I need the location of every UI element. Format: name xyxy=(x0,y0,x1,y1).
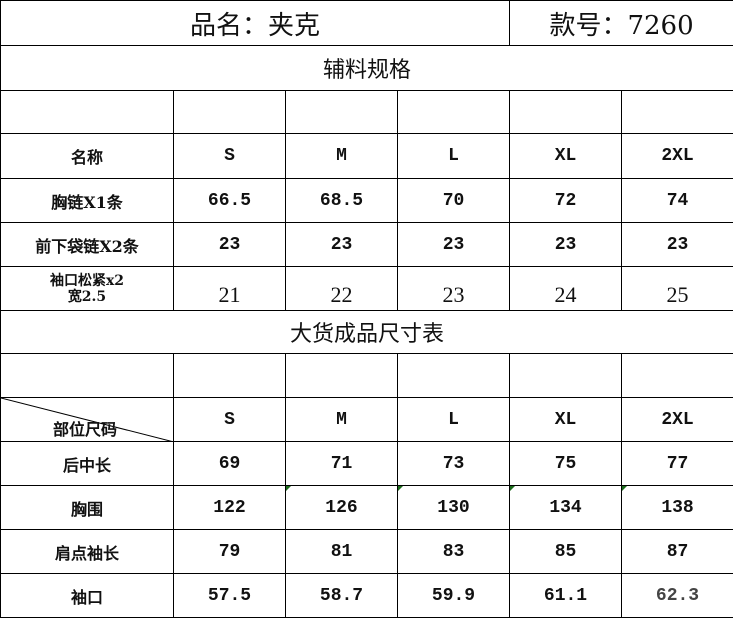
cell-value: 21 xyxy=(174,267,286,311)
cell-value: 73 xyxy=(398,442,510,486)
cell-value: 134 xyxy=(510,486,622,530)
cell-value: 22 xyxy=(286,267,398,311)
cell-value: 68.5 xyxy=(286,179,398,223)
cell-value: 58.7 xyxy=(286,574,398,618)
table-row: 前下袋链X2条 23 23 23 23 23 xyxy=(1,223,733,267)
row-label: 后中长 xyxy=(1,442,174,486)
table-row: 胸围 122 126 130 134 138 xyxy=(1,486,733,530)
empty-cell xyxy=(286,91,398,134)
cell-value: 62.3 xyxy=(622,574,733,618)
cell-value: 126 xyxy=(286,486,398,530)
cell-value: 57.5 xyxy=(174,574,286,618)
measurements-header-row: 部位尺码 S M L XL 2XL xyxy=(1,398,733,442)
cell-value: 23 xyxy=(622,223,733,267)
empty-cell xyxy=(510,91,622,134)
cell-value: 23 xyxy=(398,223,510,267)
cell-value: 87 xyxy=(622,530,733,574)
empty-cell xyxy=(398,91,510,134)
column-header-size: 2XL xyxy=(622,398,733,442)
cell-value: 25 xyxy=(622,267,733,311)
accessories-section-title: 辅料规格 xyxy=(1,46,733,91)
corner-label: 部位尺码 xyxy=(1,416,173,441)
cell-value: 23 xyxy=(510,223,622,267)
cell-value: 59.9 xyxy=(398,574,510,618)
column-header-size: M xyxy=(286,134,398,179)
row-label: 肩点袖长 xyxy=(1,530,174,574)
column-header-size: L xyxy=(398,398,510,442)
table-row: 肩点袖长 79 81 83 85 87 xyxy=(1,530,733,574)
table-row: 后中长 69 71 73 75 77 xyxy=(1,442,733,486)
cell-value: 23 xyxy=(398,267,510,311)
column-header-size: M xyxy=(286,398,398,442)
cell-value: 122 xyxy=(174,486,286,530)
row-label: 胸链X1条 xyxy=(1,179,174,223)
measurements-section-title: 大货成品尺寸表 xyxy=(1,311,733,354)
column-header-name: 名称 xyxy=(1,134,174,179)
accessories-header-row: 名称 S M L XL 2XL xyxy=(1,134,733,179)
cell-value: 24 xyxy=(510,267,622,311)
empty-cell xyxy=(174,354,286,398)
row-label: 前下袋链X2条 xyxy=(1,223,174,267)
product-name: 品名：夹克 xyxy=(1,1,510,46)
column-header-size: XL xyxy=(510,398,622,442)
table-row: 袖口 57.5 58.7 59.9 61.1 62.3 xyxy=(1,574,733,618)
row-label-line2: 宽2.5 xyxy=(1,289,173,305)
empty-cell xyxy=(1,91,174,134)
cell-value: 69 xyxy=(174,442,286,486)
empty-cell xyxy=(510,354,622,398)
cell-value: 61.1 xyxy=(510,574,622,618)
cell-value: 74 xyxy=(622,179,733,223)
row-label: 胸围 xyxy=(1,486,174,530)
column-header-size: 2XL xyxy=(622,134,733,179)
empty-cell xyxy=(398,354,510,398)
cell-value: 79 xyxy=(174,530,286,574)
cell-value: 138 xyxy=(622,486,733,530)
empty-cell xyxy=(174,91,286,134)
cell-value: 81 xyxy=(286,530,398,574)
cell-value: 66.5 xyxy=(174,179,286,223)
column-header-size: L xyxy=(398,134,510,179)
cell-value: 71 xyxy=(286,442,398,486)
cell-value: 23 xyxy=(286,223,398,267)
cell-value: 72 xyxy=(510,179,622,223)
empty-row xyxy=(1,91,733,134)
cell-value: 70 xyxy=(398,179,510,223)
empty-row xyxy=(1,354,733,398)
column-header-size: S xyxy=(174,134,286,179)
cell-value: 130 xyxy=(398,486,510,530)
table-row: 胸链X1条 66.5 68.5 70 72 74 xyxy=(1,179,733,223)
empty-cell xyxy=(286,354,398,398)
row-label-line1: 袖口松紧x2 xyxy=(1,273,173,289)
column-header-size: XL xyxy=(510,134,622,179)
cell-value: 75 xyxy=(510,442,622,486)
cell-value: 77 xyxy=(622,442,733,486)
style-number: 款号：7260 xyxy=(510,1,733,46)
column-header-size: S xyxy=(174,398,286,442)
empty-cell xyxy=(622,354,733,398)
row-label: 袖口 xyxy=(1,574,174,618)
empty-cell xyxy=(622,91,733,134)
empty-cell xyxy=(1,354,174,398)
cell-value: 85 xyxy=(510,530,622,574)
corner-header-cell: 部位尺码 xyxy=(1,398,174,442)
cell-value: 23 xyxy=(174,223,286,267)
cell-value: 83 xyxy=(398,530,510,574)
